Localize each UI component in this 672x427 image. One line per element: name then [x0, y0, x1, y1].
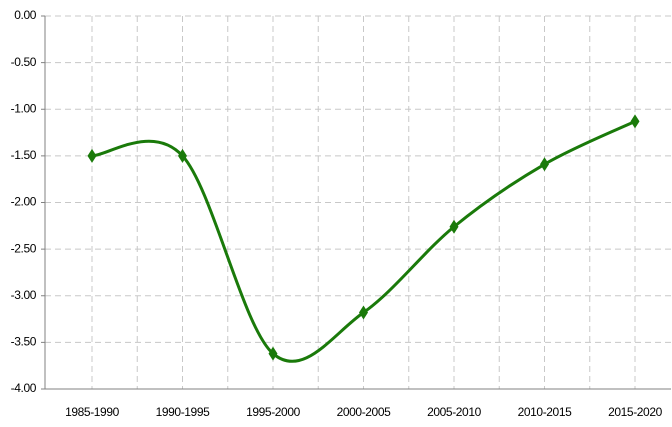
- y-tick-label: -2.00: [11, 195, 37, 209]
- x-tick-label: 1985-1990: [65, 405, 120, 419]
- y-tick-label: -0.50: [11, 55, 37, 69]
- x-tick-label: 1995-2000: [246, 405, 301, 419]
- y-tick-label: 0.00: [14, 8, 36, 22]
- x-tick-label: 1990-1995: [156, 405, 211, 419]
- y-tick-label: -3.50: [11, 335, 37, 349]
- marker: [178, 148, 187, 163]
- marker: [540, 157, 549, 172]
- y-tick-label: -1.50: [11, 148, 37, 162]
- marker: [359, 305, 368, 320]
- x-tick-label: 2005-2010: [427, 405, 482, 419]
- marker: [87, 148, 97, 163]
- y-tick-label: -4.00: [11, 381, 37, 395]
- x-tick-label: 2010-2015: [518, 405, 573, 419]
- y-tick-label: -1.00: [11, 101, 37, 115]
- x-tick-label: 2000-2005: [337, 405, 392, 419]
- x-tick-label: 2015-2020: [608, 405, 663, 419]
- marker: [630, 114, 640, 129]
- y-tick-label: -3.00: [11, 288, 37, 302]
- marker: [449, 219, 459, 234]
- marker: [268, 346, 278, 361]
- y-tick-label: -2.50: [11, 241, 37, 255]
